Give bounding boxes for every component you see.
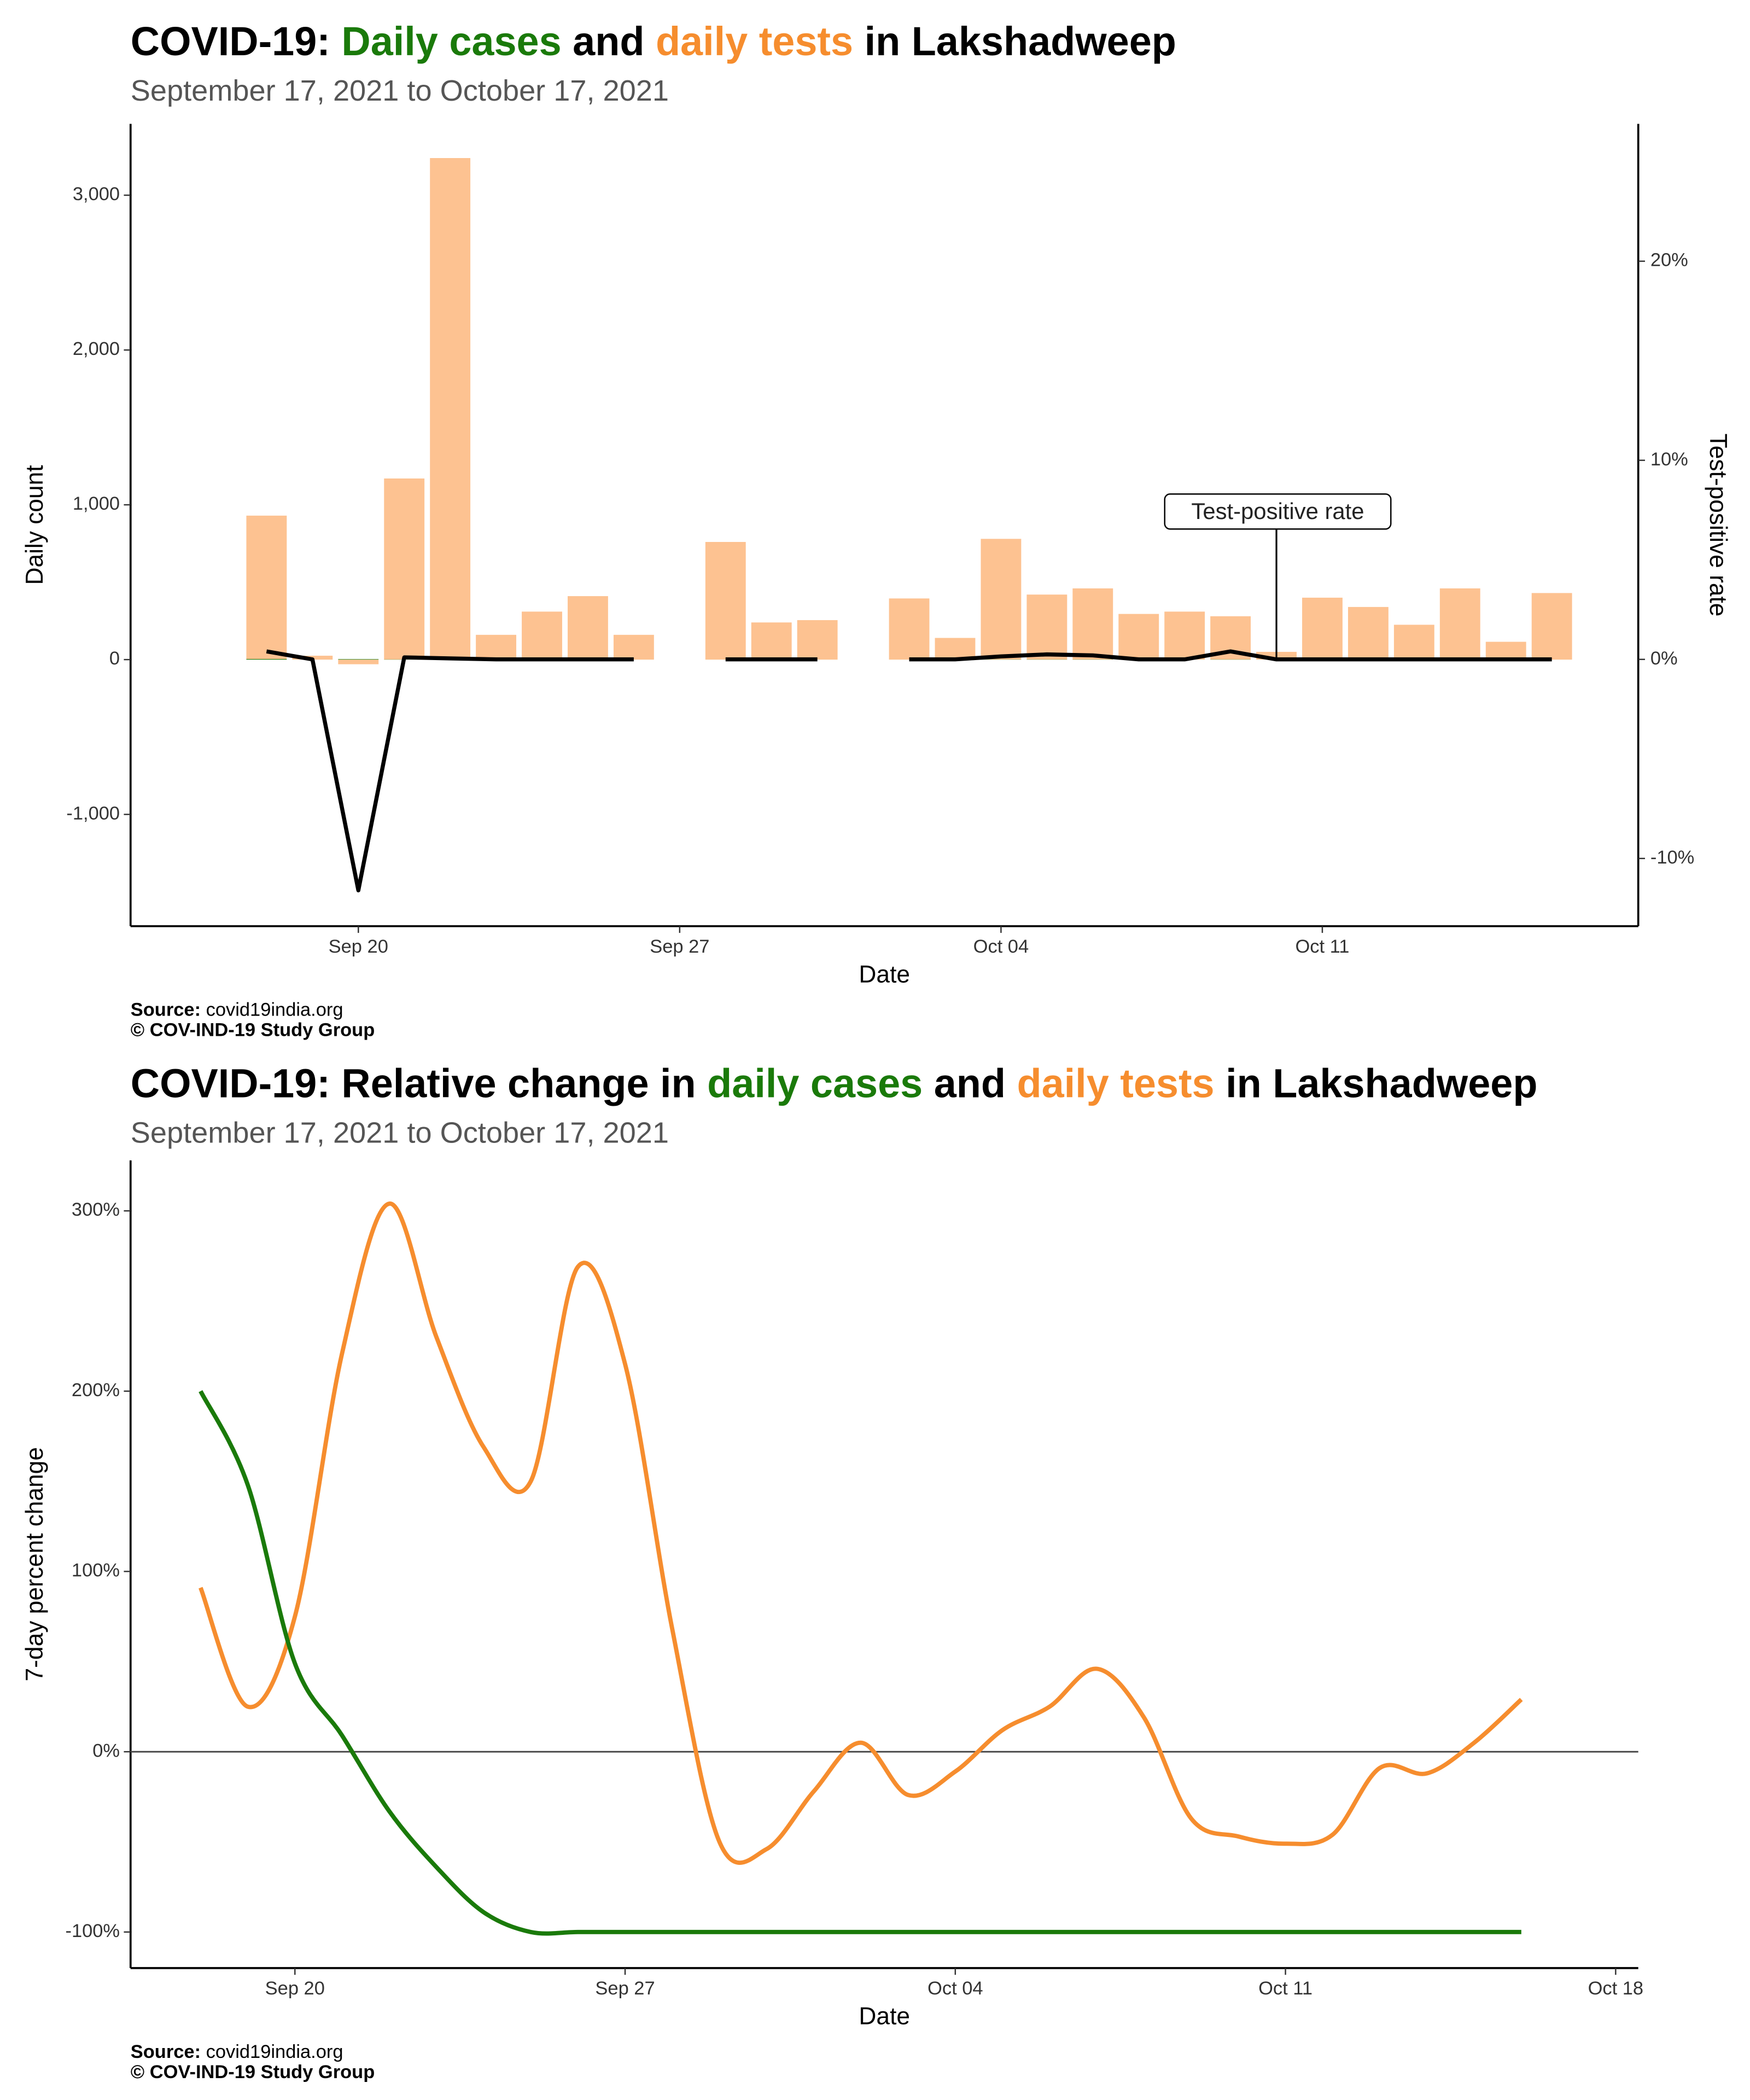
x-tick-label: Oct 04 [973,936,1029,957]
test-bar [1393,625,1434,660]
title-part: and [923,1060,1017,1106]
test-bar [568,596,608,660]
source-label: Source: [131,2041,201,2062]
test-bar [1118,614,1159,660]
title-part: in Lakshadweep [1215,1060,1538,1106]
x-tick-label: Oct 11 [1258,1978,1312,1999]
chart-subtitle: September 17, 2021 to October 17, 2021 [131,74,669,107]
y2-tick-label: 10% [1650,449,1688,470]
y-tick-label: 2,000 [73,339,120,359]
series-line [199,1390,1521,1936]
test-bar [1072,588,1113,660]
source-label: Source: [131,1000,201,1020]
test-bar [1164,611,1205,660]
y2-tick-label: 0% [1650,648,1678,669]
y-axis-title: Daily count [21,465,48,585]
y-tick-label: -100% [65,1921,120,1941]
case-bar [246,658,287,660]
y-tick-label: -1,000 [66,803,120,824]
source-url: covid19india.org [206,1000,343,1020]
y2-tick-label: -10% [1650,847,1694,868]
x-tick-label: Sep 27 [595,1978,655,1999]
title-highlight: Daily cases [341,19,561,64]
title-part: COVID-19: [131,19,342,64]
copyright: © COV-IND-19 Study Group [131,2062,375,2082]
annotation: Test-positive rate [1191,498,1364,524]
y-tick-label: 0 [109,648,120,669]
chart-title: COVID-19: Daily cases and daily tests in… [131,19,1176,64]
chart-subtitle: September 17, 2021 to October 17, 2021 [131,1116,669,1149]
y-tick-label: 100% [72,1560,120,1581]
x-tick-label: Sep 27 [650,936,709,957]
test-bar [430,158,471,660]
y2-tick-label: 20% [1650,250,1688,271]
title-part: and [562,19,656,64]
source: Source: covid19india.org [131,1000,343,1020]
series-line [199,1201,1523,1865]
test-bar [751,622,792,660]
annotation-box [1164,493,1392,530]
x-tick-label: Oct 18 [1588,1978,1644,1999]
x-tick-label: Sep 20 [329,936,388,957]
y-axis-title: 7-day percent change [21,1447,48,1682]
source-space [201,1000,206,1020]
y-tick-label: 3,000 [73,184,120,205]
test-bar [1439,588,1480,660]
x-tick-label: Oct 11 [1296,936,1350,957]
test-bar [246,515,287,660]
y-tick-label: 200% [72,1380,120,1401]
test-bar [384,478,425,660]
test-bar [797,620,838,660]
test-bar [705,541,746,660]
test-bar [935,638,976,660]
rate-line [909,649,1552,662]
chart-title: COVID-19: Relative change in daily cases… [131,1060,1538,1106]
test-bar [1531,593,1572,660]
test-bar [613,634,654,660]
copyright: © COV-IND-19 Study Group [131,1020,375,1041]
title-highlight: daily tests [656,19,853,64]
test-bar [1302,597,1343,660]
test-bar [1485,641,1526,660]
test-bar [338,660,379,664]
y-tick-label: 300% [72,1199,120,1220]
title-part: COVID-19: Relative change in [131,1060,707,1106]
test-bar [889,598,930,660]
rate-line [266,649,634,892]
source-space [201,2041,206,2062]
y-tick-label: 1,000 [73,493,120,514]
x-tick-label: Sep 20 [265,1978,325,1999]
x-axis-title: Date [859,961,910,988]
test-bar [1026,594,1068,660]
source: Source: covid19india.org [131,2041,343,2062]
title-highlight: daily cases [707,1060,923,1106]
y2-axis-title: Test-positive rate [1705,434,1731,617]
test-bar [522,611,562,660]
y-tick-label: 0% [92,1740,120,1761]
x-tick-label: Oct 04 [928,1978,983,1999]
source-url: covid19india.org [206,2041,343,2062]
test-bar [981,539,1022,660]
test-bar [1348,606,1389,660]
test-bar [476,634,517,660]
x-axis-title: Date [859,2003,910,2030]
case-bar [338,659,379,660]
title-highlight: daily tests [1017,1060,1215,1106]
title-part: in Lakshadweep [853,19,1176,64]
